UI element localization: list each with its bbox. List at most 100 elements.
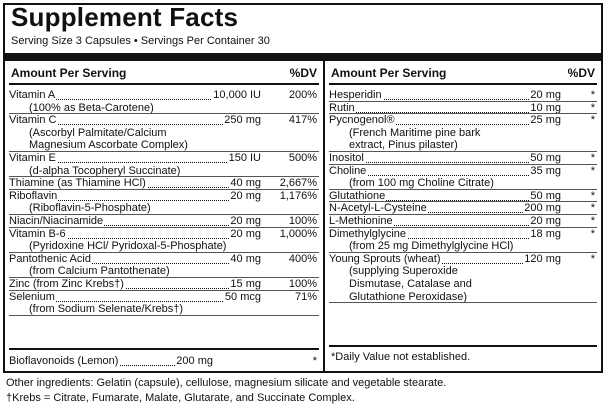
nutrient-dv: 1,176% — [279, 189, 317, 202]
nutrient-dv: * — [590, 189, 595, 202]
nutrient-amount: 50 mg — [529, 152, 561, 164]
row-separator — [9, 188, 319, 190]
krebs-note: †Krebs = Citrate, Fumarate, Malate, Glut… — [6, 392, 355, 404]
nutrient-dv: 500% — [288, 152, 317, 164]
leader-dots — [329, 111, 561, 113]
nutrient-name: Riboflavin — [9, 189, 59, 202]
nutrient-name: Dimethylglycine — [329, 227, 408, 240]
row-separator — [329, 113, 597, 115]
nutrient-row: Vitamin B-6 20 mg 1,000% — [9, 227, 319, 241]
panel-title: Supplement Facts — [11, 2, 239, 32]
nutrient-name: Niacin/Niacinamide — [9, 215, 105, 227]
row-separator — [9, 226, 319, 228]
leader-dots — [329, 262, 561, 264]
leader-dots — [329, 174, 561, 176]
nutrient-detail: Dismutase, Catalase and — [349, 278, 472, 290]
nutrient-row: Young Sprouts (wheat) 120 mg * — [329, 252, 597, 266]
nutrient-amount: 20 mg — [529, 89, 561, 101]
nutrient-detail: (Riboflavin-5-Phosphate) — [29, 202, 151, 215]
nutrient-name: L-Methionine — [329, 215, 394, 227]
row-separator — [329, 214, 597, 215]
nutrient-detail: Glutathione Peroxidase) — [349, 290, 468, 303]
daily-value-footnote: *Daily Value not established. — [331, 351, 471, 363]
nutrient-amount: 40 mg — [229, 252, 261, 265]
nutrient-dv: * — [590, 164, 595, 177]
row-separator — [329, 251, 597, 253]
nutrient-name: Inositol — [329, 152, 365, 164]
nutrient-amount: 20 mg — [229, 189, 261, 202]
nutrient-row: Selenium 50 mcg 71% — [9, 290, 319, 304]
nutrient-dv: * — [590, 89, 595, 101]
leader-dots — [9, 287, 261, 289]
nutrient-name: Pycnogenol® — [329, 114, 396, 127]
nutrient-amount: 20 mg — [229, 215, 261, 227]
nutrient-dv: * — [590, 152, 595, 164]
nutrient-name: Vitamin A — [9, 89, 57, 101]
bioflavonoids-row: Bioflavonoids (Lemon) 200 mg * — [9, 355, 319, 368]
nutrient-row: L-Methionine 20 mg * — [329, 215, 597, 228]
left-header-rule — [9, 83, 319, 85]
nutrient-row: Thiamine (as Thiamine HCl) 40 mg 2,667% — [9, 177, 319, 190]
leader-dots — [9, 300, 261, 302]
nutrient-name: Glutathione — [329, 189, 387, 202]
row-separator — [329, 226, 597, 228]
row-separator — [9, 277, 319, 278]
nutrient-detail: (100% as Beta-Carotene) — [29, 101, 154, 114]
leader-dots — [9, 98, 261, 100]
right-column: Amount Per Serving %DV Hesperidin 20 mg * R… — [325, 61, 601, 373]
nutrient-dv: 400% — [288, 252, 317, 265]
nutrient-row: Vitamin E 150 IU 500% — [9, 152, 319, 165]
nutrient-amount: 20 mg — [229, 227, 261, 240]
nutrient-dv: 417% — [288, 114, 317, 127]
supplement-facts-panel: Supplement Facts Serving Size 3 Capsules… — [3, 2, 603, 373]
nutrient-amount: 40 mg — [229, 177, 261, 190]
nutrient-name: Young Sprouts (wheat) — [329, 252, 442, 265]
nutrient-name: Vitamin B-6 — [9, 227, 67, 240]
leader-dots — [329, 211, 561, 214]
nutrient-amount: 20 mg — [529, 215, 561, 227]
nutrient-amount: 18 mg — [529, 227, 561, 240]
nutrient-dv: * — [590, 215, 595, 227]
section-rule — [329, 345, 597, 347]
nutrient-detail: (from 100 mg Choline Citrate) — [349, 177, 494, 190]
nutrient-amount: 250 mg — [223, 114, 261, 127]
nutrient-dv: 200% — [288, 89, 317, 101]
serving-info: Serving Size 3 Capsules • Servings Per C… — [11, 35, 270, 47]
nutrient-dv: * — [590, 252, 595, 265]
nutrient-name: Rutin — [329, 101, 356, 114]
nutrient-name: Hesperidin — [329, 89, 383, 101]
row-separator — [9, 113, 319, 115]
nutrient-dv: 2,667% — [279, 177, 317, 190]
nutrient-row: N-Acetyl-L-Cysteine 200 mg * — [329, 202, 597, 215]
bioflavonoids-amount: 200 mg — [175, 355, 213, 367]
row-separator — [329, 100, 597, 102]
nutrient-amount: 50 mg — [529, 189, 561, 202]
nutrient-row: Choline 35 mg * — [329, 164, 597, 178]
thick-rule — [5, 53, 601, 61]
leader-dots — [9, 262, 261, 264]
leader-dots — [329, 224, 561, 226]
nutrient-detail: (supplying Superoxide — [349, 265, 458, 278]
nutrient-dv: 1,000% — [279, 227, 317, 240]
nutrient-amount: 15 mg — [229, 278, 261, 290]
nutrient-amount: 10,000 IU — [212, 89, 261, 101]
nutrient-detail: (Ascorbyl Palmitate/Calcium — [29, 126, 167, 139]
bioflavonoids-name: Bioflavonoids (Lemon) — [9, 355, 120, 367]
leader-dots — [329, 123, 561, 126]
section-rule — [9, 348, 319, 350]
leader-dots — [9, 199, 261, 201]
leader-dots — [329, 161, 561, 163]
nutrient-dv: * — [590, 227, 595, 240]
row-separator — [329, 188, 597, 190]
nutrient-detail: Magnesium Ascorbate Complex) — [29, 139, 188, 152]
leader-dots — [9, 237, 261, 239]
row-separator — [9, 314, 319, 316]
nutrient-detail: (from Calcium Pantothenate) — [29, 265, 170, 278]
right-header-dv: %DV — [567, 66, 595, 80]
nutrient-row: Pantothenic Acid 40 mg 400% — [9, 252, 319, 266]
nutrient-amount: 200 mg — [523, 202, 561, 215]
leader-dots — [329, 98, 561, 100]
nutrient-detail: (from 25 mg Dimethylglycine HCl) — [349, 240, 514, 253]
nutrient-row: Rutin 10 mg * — [329, 101, 597, 115]
row-separator — [9, 151, 319, 152]
